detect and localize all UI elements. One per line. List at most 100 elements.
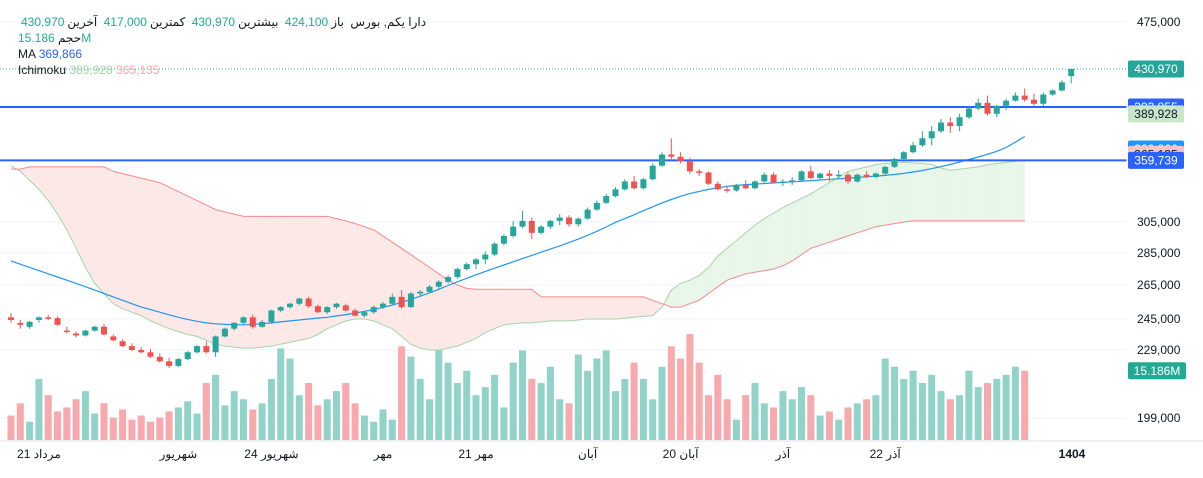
volume-bar xyxy=(453,382,461,440)
candle xyxy=(277,306,284,313)
candle xyxy=(938,119,944,134)
volume-bar xyxy=(956,395,964,440)
volume-bars xyxy=(7,334,1029,440)
cloud-segment xyxy=(764,212,774,271)
ma-legend[interactable]: MA 369,866 xyxy=(18,46,426,62)
cloud-segment xyxy=(243,216,253,349)
candle xyxy=(817,172,824,180)
volume-bar xyxy=(946,399,954,440)
volume-bar xyxy=(732,419,740,440)
price-badge: 430,970 xyxy=(1128,60,1184,78)
cloud-segment xyxy=(401,248,411,345)
price-tick-label: 229,000 xyxy=(1137,343,1181,357)
volume-bar xyxy=(993,378,1001,440)
volume-bar xyxy=(258,403,266,440)
ichimoku-value-2: 365,135 xyxy=(116,63,160,77)
candle xyxy=(296,297,303,306)
cloud-segment xyxy=(559,296,569,321)
cloud-segment xyxy=(85,166,95,284)
candle xyxy=(426,285,433,294)
candle xyxy=(128,343,135,352)
volume-bar xyxy=(1021,370,1029,440)
time-tick-label: شهریور xyxy=(159,447,198,461)
candle-body xyxy=(1003,100,1010,106)
candle xyxy=(389,293,396,306)
candle xyxy=(101,323,107,336)
candle-body xyxy=(407,293,414,308)
candle xyxy=(919,131,926,148)
candle xyxy=(696,169,703,176)
candle-body xyxy=(584,209,591,219)
ma-value: 369,866 xyxy=(38,47,83,61)
cloud-segment xyxy=(66,166,77,249)
candle xyxy=(54,316,61,326)
cloud-segment xyxy=(392,242,402,337)
candle xyxy=(965,105,972,120)
candle-body xyxy=(482,254,489,260)
candle xyxy=(956,113,963,132)
time-tick-label: 21 مهر xyxy=(458,447,493,461)
candle xyxy=(575,217,582,227)
candle-body xyxy=(398,296,405,308)
volume-bar xyxy=(509,362,517,440)
volume-bar xyxy=(807,395,815,440)
candle-body xyxy=(631,181,638,189)
horizontal-lines[interactable] xyxy=(0,68,1127,162)
volume-bar xyxy=(900,378,908,440)
ichimoku-label: Ichimoku xyxy=(18,63,67,77)
candle-body xyxy=(175,359,182,366)
cloud-segment xyxy=(1015,160,1025,221)
volume-bar xyxy=(835,419,843,440)
candle-body xyxy=(1058,82,1065,91)
ichimoku-legend[interactable]: Ichimoku 389,928 365,135 xyxy=(18,62,426,78)
volume-bar xyxy=(202,382,210,440)
candle-body xyxy=(724,189,731,191)
volume-legend[interactable]: حجم 15.186M xyxy=(18,30,426,46)
volume-bar xyxy=(705,395,712,440)
volume-bar xyxy=(491,374,499,440)
cloud-segment xyxy=(541,296,551,322)
volume-bar xyxy=(165,411,173,440)
cloud-segment xyxy=(336,218,346,325)
cloud-segment xyxy=(438,273,449,350)
cloud-segment xyxy=(76,166,86,268)
cloud-segment xyxy=(987,163,997,221)
volume-bar xyxy=(26,421,34,440)
candle-body xyxy=(612,189,619,197)
cloud-segment xyxy=(792,198,802,261)
symbol-name: دارا یکم, بورس xyxy=(350,15,427,29)
cloud-segment xyxy=(578,296,588,320)
time-tick-label: 20 آبان xyxy=(663,446,699,461)
candle-body xyxy=(1021,95,1028,100)
candle-body xyxy=(928,131,935,139)
candle xyxy=(649,163,656,181)
volume-bar xyxy=(1011,366,1019,440)
volume-bar xyxy=(612,391,619,440)
cloud-segment xyxy=(550,296,560,321)
candle-body xyxy=(324,307,331,313)
candle-body xyxy=(147,352,154,357)
candle xyxy=(854,173,861,183)
candle xyxy=(584,207,591,220)
cloud-segment xyxy=(448,280,458,349)
cloud-segment xyxy=(57,166,67,230)
cloud-segment xyxy=(950,169,960,221)
candle xyxy=(268,309,275,324)
candle-body xyxy=(845,174,851,182)
volume-bar xyxy=(16,403,24,440)
candle xyxy=(156,353,163,363)
price-badge: 389,928 xyxy=(1128,105,1184,123)
ichimoku-value-1: 389,928 xyxy=(69,63,113,77)
candle-body xyxy=(277,307,284,311)
candle xyxy=(463,262,470,271)
time-tick-label: 24 شهریور xyxy=(244,447,298,461)
cloud-segment xyxy=(615,296,625,319)
candle xyxy=(891,157,898,168)
volume-bar xyxy=(137,415,145,440)
cloud-segment xyxy=(680,280,690,308)
candle xyxy=(668,138,675,161)
candle xyxy=(361,311,368,318)
cloud-segment xyxy=(996,162,1007,221)
close-value: 430,970 xyxy=(21,15,65,29)
